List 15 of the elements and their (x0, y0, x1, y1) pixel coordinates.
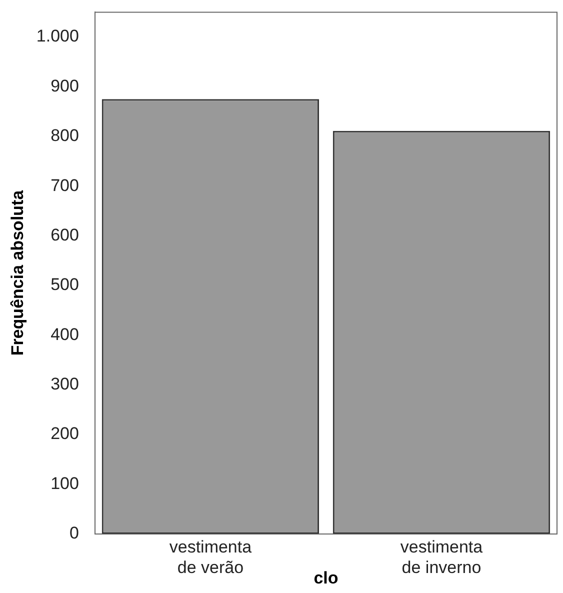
y-tick-label: 900 (50, 76, 79, 96)
y-tick-label: 700 (50, 176, 79, 195)
x-tick-label: vestimenta de verão (169, 538, 252, 578)
y-tick-label: 100 (50, 474, 79, 493)
y-tick-label: 200 (50, 424, 79, 444)
y-tick-label: 600 (50, 225, 79, 244)
y-tick-label: 0 (69, 523, 79, 542)
y-tick-label: 300 (50, 374, 79, 394)
x-tick-label: vestimenta de inverno (400, 538, 484, 578)
y-tick-label: 500 (50, 275, 79, 294)
y-tick-label: 400 (50, 324, 79, 344)
x-axis-title: clo (314, 568, 338, 588)
y-axis-title: Frequência absoluta (8, 190, 27, 356)
y-tick-label: 800 (50, 126, 79, 146)
y-tick-label: 1.000 (36, 26, 79, 46)
